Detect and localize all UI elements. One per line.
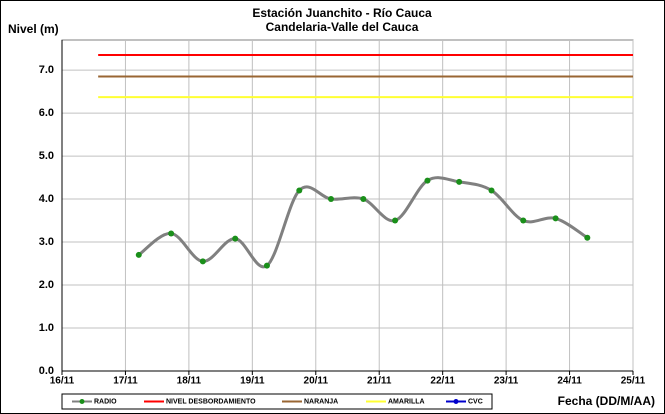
- y-tick-label: 1.0: [39, 322, 54, 334]
- data-point: [392, 217, 399, 224]
- x-tick-label: 22/11: [430, 376, 455, 387]
- data-point: [456, 178, 463, 185]
- data-point: [135, 251, 142, 258]
- y-tick-label: 0.0: [39, 365, 54, 377]
- data-point: [328, 196, 335, 203]
- x-tick-label: 19/11: [240, 376, 265, 387]
- data-point: [488, 187, 495, 194]
- x-tick-label: 23/11: [494, 376, 519, 387]
- x-tick-label: 25/11: [621, 376, 646, 387]
- x-tick-label: 18/11: [177, 376, 202, 387]
- x-tick-label: 17/11: [113, 376, 138, 387]
- data-point: [296, 187, 303, 194]
- x-tick-label: 21/11: [367, 376, 392, 387]
- x-tick-label: 20/11: [304, 376, 329, 387]
- data-point: [360, 196, 367, 203]
- plot-area: [61, 39, 634, 372]
- data-point: [232, 235, 239, 242]
- legend-label: NIVEL DESBORDAMIENTO: [166, 398, 256, 405]
- legend-label: CVC: [468, 398, 483, 405]
- chart-subtitle: Candelaria-Valle del Cauca: [266, 20, 419, 34]
- legend-label: NARANJA: [304, 398, 338, 405]
- x-axis-label: Fecha (DD/M/AA): [558, 394, 655, 408]
- data-point: [520, 217, 527, 224]
- legend-marker: [79, 399, 85, 404]
- x-tick-label: 24/11: [557, 376, 582, 387]
- y-tick-label: 4.0: [39, 193, 54, 205]
- data-point: [263, 262, 270, 269]
- y-tick-label: 7.0: [39, 64, 54, 76]
- y-tick-label: 2.0: [39, 279, 54, 291]
- data-point: [552, 215, 559, 222]
- y-tick-label: 5.0: [39, 150, 54, 162]
- chart-title: Estación Juanchito - Río Cauca: [252, 6, 432, 20]
- legend-box: [61, 393, 493, 410]
- data-point: [199, 258, 206, 265]
- legend-label: AMARILLA: [388, 398, 425, 405]
- data-point: [584, 234, 591, 241]
- x-tick-label: 16/11: [50, 376, 75, 387]
- y-tick-label: 6.0: [39, 107, 54, 119]
- y-axis-label: Nivel (m): [8, 22, 59, 36]
- data-point: [168, 230, 175, 237]
- y-tick-label: 3.0: [39, 236, 54, 248]
- legend-marker: [453, 399, 459, 404]
- legend-label: RADIO: [94, 398, 117, 405]
- data-point: [424, 177, 431, 184]
